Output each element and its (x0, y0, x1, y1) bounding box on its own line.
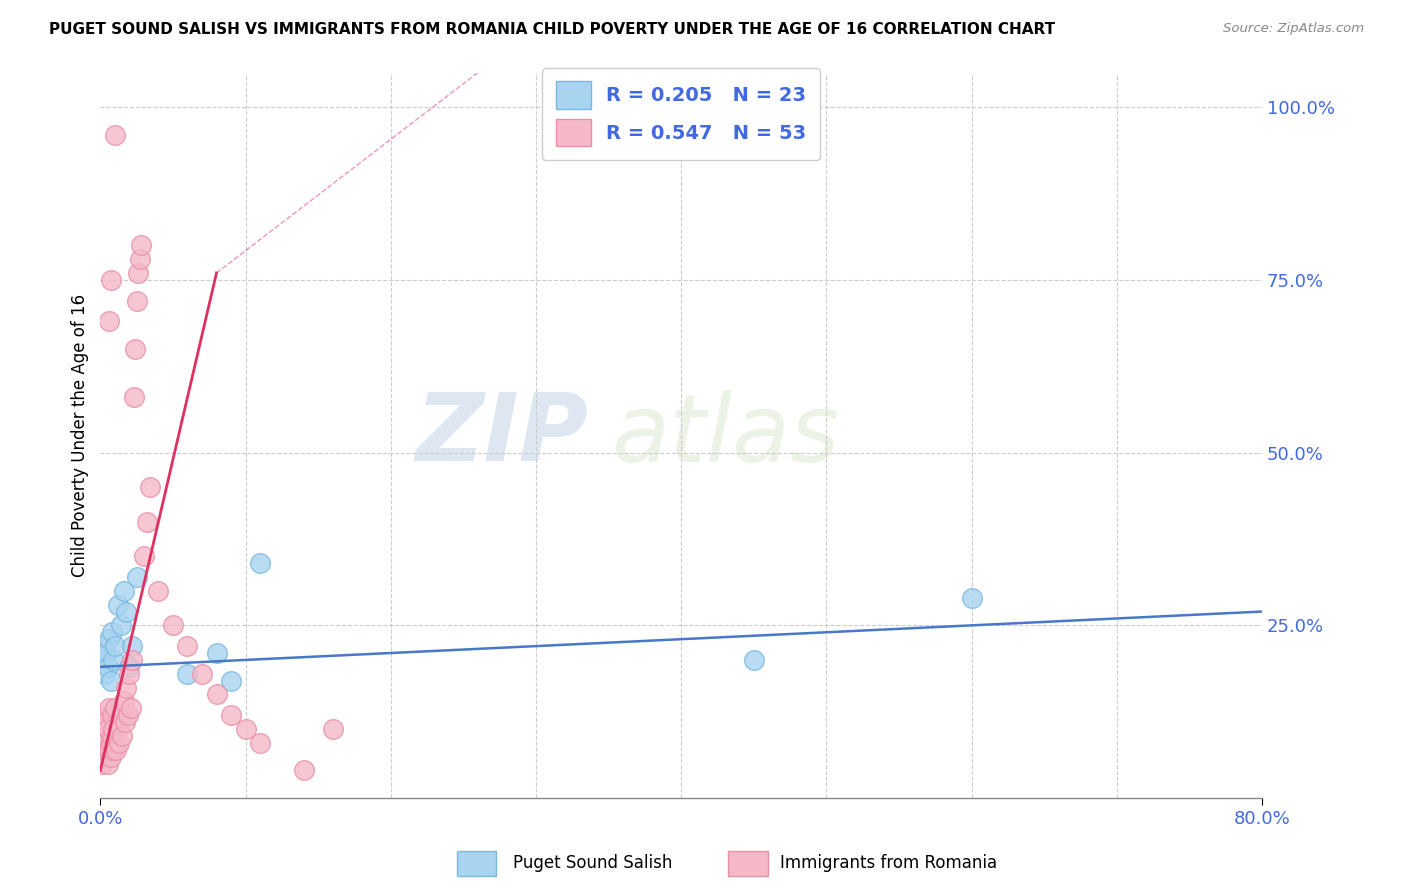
Point (176, 666, 198, 681)
Point (104, 639, 127, 653)
Point (110, 618, 132, 632)
Text: PUGET SOUND SALISH VS IMMIGRANTS FROM ROMANIA CHILD POVERTY UNDER THE AGE OF 16 : PUGET SOUND SALISH VS IMMIGRANTS FROM RO… (49, 22, 1056, 37)
Point (219, 673, 242, 688)
Point (148, 583, 170, 598)
Point (129, 238, 152, 252)
Point (98, 632, 121, 647)
Point (125, 570, 148, 584)
Point (249, 736, 271, 750)
Point (108, 736, 131, 750)
Text: ZIP: ZIP (415, 389, 588, 482)
Point (93, 715, 115, 730)
Point (132, 549, 155, 564)
Point (127, 266, 149, 280)
Point (292, 764, 315, 778)
Point (103, 743, 125, 757)
Point (121, 653, 143, 667)
Point (98, 701, 121, 715)
Point (104, 701, 127, 715)
Point (103, 653, 125, 667)
Point (138, 480, 160, 494)
Point (90, 756, 112, 771)
Point (115, 681, 138, 695)
Point (107, 722, 129, 736)
Point (100, 673, 122, 688)
Point (128, 252, 150, 266)
Text: Source: ZipAtlas.com: Source: ZipAtlas.com (1223, 22, 1364, 36)
Point (101, 708, 124, 723)
Point (100, 749, 122, 764)
Point (91, 729, 114, 743)
Point (118, 666, 141, 681)
Point (104, 736, 127, 750)
Point (103, 722, 125, 736)
Point (112, 694, 135, 708)
Point (91, 708, 114, 723)
Point (191, 666, 214, 681)
Text: atlas: atlas (612, 390, 839, 481)
Point (90, 722, 112, 736)
Point (101, 625, 124, 640)
Point (98, 314, 121, 328)
Point (118, 660, 141, 674)
Point (97, 722, 120, 736)
Point (110, 708, 132, 723)
Text: Puget Sound Salish: Puget Sound Salish (513, 855, 672, 872)
Point (162, 618, 184, 632)
Point (111, 729, 134, 743)
Point (93, 666, 115, 681)
Point (101, 729, 124, 743)
Point (115, 605, 138, 619)
Point (120, 701, 142, 715)
Point (100, 736, 122, 750)
Point (124, 342, 146, 356)
Point (104, 128, 127, 142)
Point (114, 715, 136, 730)
Point (91, 749, 114, 764)
Point (125, 293, 148, 308)
Point (960, 591, 983, 605)
Point (122, 390, 145, 404)
Point (205, 646, 228, 660)
Point (100, 273, 122, 287)
Point (235, 722, 257, 736)
Point (742, 653, 765, 667)
Point (97, 756, 120, 771)
Point (96, 729, 118, 743)
Point (135, 515, 157, 529)
Point (176, 639, 198, 653)
Y-axis label: Child Poverty Under the Age of 16: Child Poverty Under the Age of 16 (72, 293, 89, 577)
Point (219, 708, 242, 723)
Point (96, 646, 118, 660)
Point (98, 743, 121, 757)
Point (90, 653, 112, 667)
Point (121, 639, 143, 653)
Point (112, 583, 135, 598)
Legend: R = 0.205   N = 23, R = 0.547   N = 53: R = 0.205 N = 23, R = 0.547 N = 53 (543, 68, 820, 160)
Point (105, 743, 128, 757)
Point (97, 660, 120, 674)
Point (90, 736, 112, 750)
Point (205, 688, 228, 702)
Point (93, 743, 115, 757)
Point (91, 639, 114, 653)
Point (322, 722, 344, 736)
Point (117, 708, 139, 723)
Text: Immigrants from Romania: Immigrants from Romania (780, 855, 997, 872)
Point (96, 749, 118, 764)
Point (107, 598, 129, 612)
Point (249, 556, 271, 570)
